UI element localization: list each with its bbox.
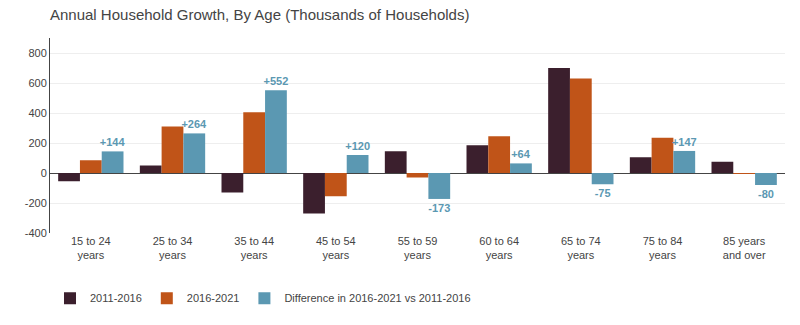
svg-text:-200: -200 — [25, 197, 47, 209]
svg-text:35 to 44years: 35 to 44years — [234, 235, 274, 261]
svg-text:800: 800 — [28, 47, 46, 59]
svg-text:+552: +552 — [264, 75, 289, 87]
svg-text:-80: -80 — [758, 188, 774, 200]
svg-text:2011-2016: 2011-2016 — [90, 292, 142, 304]
svg-text:400: 400 — [28, 107, 46, 119]
svg-text:200: 200 — [28, 137, 46, 149]
svg-text:-75: -75 — [595, 187, 611, 199]
svg-text:+264: +264 — [181, 118, 207, 130]
svg-text:25 to 34years: 25 to 34years — [153, 235, 193, 261]
svg-text:+64: +64 — [511, 148, 531, 160]
svg-text:75 to 84years: 75 to 84years — [643, 235, 683, 261]
svg-text:85 yearsand over: 85 yearsand over — [723, 235, 766, 261]
svg-text:0: 0 — [41, 167, 47, 179]
svg-text:600: 600 — [28, 77, 46, 89]
svg-text:45 to 54years: 45 to 54years — [316, 235, 356, 261]
svg-text:55 to 59years: 55 to 59years — [398, 235, 438, 261]
svg-text:65 to 74years: 65 to 74years — [561, 235, 601, 261]
svg-text:Difference in 2016-2021 vs 201: Difference in 2016-2021 vs 2011-2016 — [284, 292, 470, 304]
svg-text:+120: +120 — [345, 140, 370, 152]
svg-text:+147: +147 — [672, 136, 697, 148]
svg-text:+144: +144 — [100, 136, 126, 148]
svg-text:Annual Household Growth, By Ag: Annual Household Growth, By Age (Thousan… — [50, 6, 469, 23]
svg-text:-173: -173 — [428, 202, 450, 214]
svg-text:15 to 24years: 15 to 24years — [71, 235, 111, 261]
svg-text:2016-2021: 2016-2021 — [187, 292, 240, 304]
svg-text:60 to 64years: 60 to 64years — [479, 235, 519, 261]
svg-text:-400: -400 — [25, 227, 47, 239]
